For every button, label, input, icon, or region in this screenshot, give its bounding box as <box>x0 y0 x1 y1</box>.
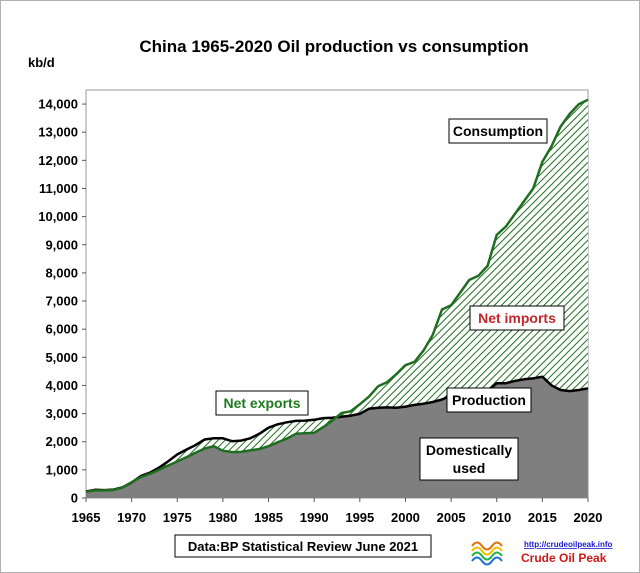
net-imports-label-box <box>469 305 565 331</box>
y-tick-label: 14,000 <box>38 97 78 112</box>
net-exports-label-box <box>215 390 309 416</box>
x-tick-label: 2010 <box>482 510 511 525</box>
y-tick-label: 4,000 <box>45 378 78 393</box>
logo-url: http://crudeoilpeak.info <box>524 540 613 549</box>
y-tick-label: 0 <box>71 491 78 506</box>
logo-name: Crude Oil Peak <box>521 551 607 565</box>
x-tick-label: 1990 <box>300 510 329 525</box>
source-note: Data:BP Statistical Review June 2021 <box>188 539 418 554</box>
y-tick-label: 10,000 <box>38 209 78 224</box>
x-tick-label: 2015 <box>528 510 557 525</box>
x-tick-label: 1985 <box>254 510 283 525</box>
net-exports-label: Net exports <box>223 395 300 411</box>
y-tick-label: 12,000 <box>38 153 78 168</box>
logo-wave <box>471 546 503 556</box>
y-tick-label: 11,000 <box>39 181 78 196</box>
net-exports-area <box>86 99 588 492</box>
x-tick-label: 1965 <box>72 510 101 525</box>
production-label: Production <box>452 392 526 408</box>
production-label-box <box>446 387 532 413</box>
consumption-line <box>85 98 589 494</box>
x-tick-label: 2005 <box>437 510 466 525</box>
chart-title: China 1965-2020 Oil production vs consum… <box>139 37 528 56</box>
logo-wave <box>471 541 503 551</box>
y-tick-label: 5,000 <box>45 350 78 365</box>
x-tick-label: 1980 <box>208 510 237 525</box>
y-tick-label: 8,000 <box>45 265 78 280</box>
y-tick-label: 13,000 <box>38 125 78 140</box>
consumption-label-box <box>448 118 548 144</box>
y-tick-label: 9,000 <box>45 237 78 252</box>
x-tick-label: 2020 <box>574 510 603 525</box>
annotations: Consumption Net imports Net exports Product… <box>174 118 613 566</box>
consumption-label: Consumption <box>453 123 543 139</box>
domestic-use-label: Domestically <box>426 442 513 458</box>
y-tick-label: 1,000 <box>45 462 78 477</box>
domestic-use-label: used <box>453 460 486 476</box>
y-tick-label: 6,000 <box>45 322 78 337</box>
y-axis-unit: kb/d <box>28 55 55 70</box>
y-tick-label: 7,000 <box>45 294 78 309</box>
x-tick-label: 1970 <box>117 510 146 525</box>
x-tick-label: 2000 <box>391 510 420 525</box>
logo-wave <box>471 551 503 561</box>
y-tick-label: 2,000 <box>45 434 78 449</box>
source-note-box <box>174 534 432 558</box>
x-tick-label: 1995 <box>345 510 374 525</box>
series-lines <box>85 98 589 494</box>
x-tick-label: 1975 <box>163 510 192 525</box>
net-imports-label: Net imports <box>478 310 556 326</box>
logo-wave <box>471 556 503 566</box>
domestic-use-label-box <box>419 437 519 481</box>
axes: 0 1,000 2,000 3,000 4,000 5,000 6,000 7,000 8,00… <box>38 97 602 525</box>
logo: http://crudeoilpeak.info Crude Oil Peak <box>471 540 613 566</box>
y-tick-label: 3,000 <box>45 406 78 421</box>
